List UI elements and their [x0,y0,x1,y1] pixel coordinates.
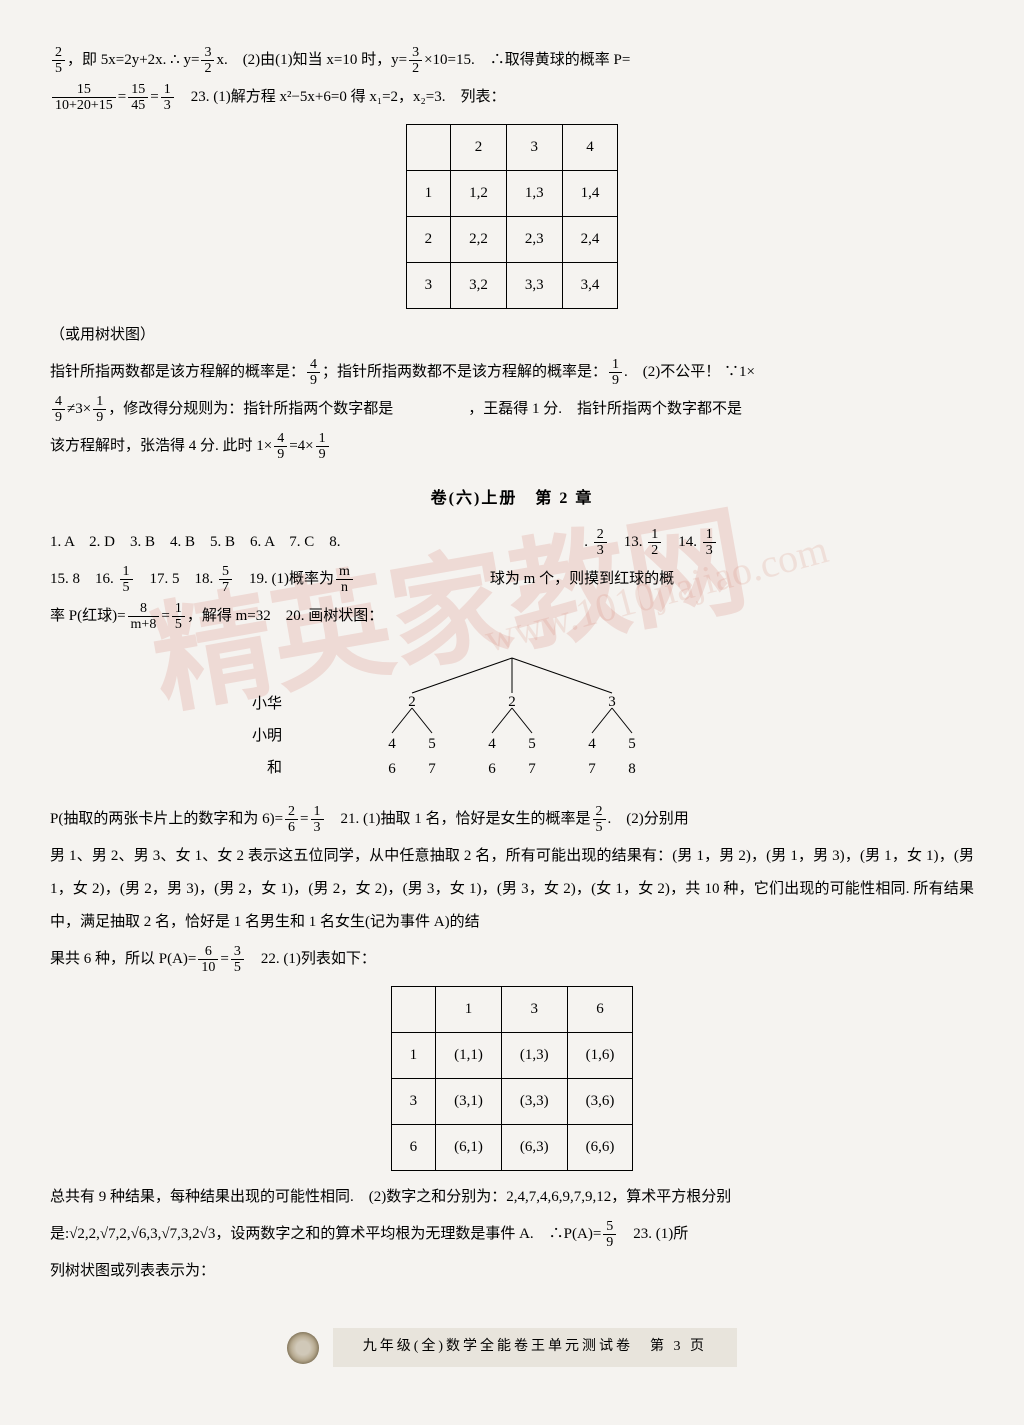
svg-text:8: 8 [628,761,636,777]
svg-text:2: 2 [408,694,416,710]
svg-text:2: 2 [508,694,516,710]
top-line-2: 1510+20+15=1545=13 23. (1)解方程 x²−5x+6=0 … [50,81,974,114]
tree-diagram: 小华 小明 和 2 2 3 4 5 4 5 4 5 6 7 6 7 7 8 [312,648,712,788]
table-2: 136 1(1,1)(1,3)(1,6) 3(3,1)(3,3)(3,6) 6(… [391,986,634,1171]
tree-note: （或用树状图） [50,319,974,352]
page-content: 25，即 5x=2y+2x. ∴ y=32x. (2)由(1)知当 x=10 时… [50,44,974,1367]
prob21-line2: 男 1、男 2、男 3、女 1、女 2 表示这五位同学，从中任意抽取 2 名，所… [50,840,974,939]
svg-text:4: 4 [388,736,396,752]
svg-text:7: 7 [528,761,536,777]
tree-svg: 2 2 3 4 5 4 5 4 5 6 7 6 7 7 8 [312,648,712,788]
answers-line2: 15. 8 16. 15 17. 5 18. 57 19. (1)概率为mn 球… [50,563,974,596]
svg-text:5: 5 [628,736,636,752]
svg-text:4: 4 [488,736,496,752]
mid-p3: 该方程解时，张浩得 4 分. 此时 1×49=4×19 [50,430,974,463]
answers-line3: 率 P(红球)=8m+8=15，解得 m=32 20. 画树状图： [50,600,974,633]
bottom-p1: 总共有 9 种结果，每种结果出现的可能性相同. (2)数字之和分别为：2,4,7… [50,1181,974,1214]
prob21-line3: 果共 6 种，所以 P(A)=610=35 22. (1)列表如下： [50,943,974,976]
svg-text:4: 4 [588,736,596,752]
top-line-1: 25，即 5x=2y+2x. ∴ y=32x. (2)由(1)知当 x=10 时… [50,44,974,77]
section-title: 卷(六)上册 第 2 章 [50,481,974,516]
bottom-p2: 是:√2,2,√7,2,√6,3,√7,3,2√3，设两数字之和的算术平均根为无… [50,1218,974,1251]
mid-p2: 49≠3×19，修改得分规则为：指针所指两个数字都是 ，王磊得 1 分. 指针所… [50,393,974,426]
svg-text:3: 3 [608,694,616,710]
footer-text: 九年级(全)数学全能卷王单元测试卷 第 3 页 [333,1328,737,1367]
svg-text:5: 5 [528,736,536,752]
page-footer: 九年级(全)数学全能卷王单元测试卷 第 3 页 [50,1328,974,1367]
footer-badge-icon [287,1332,319,1364]
svg-text:5: 5 [428,736,436,752]
bottom-p3: 列树状图或列表表示为： [50,1255,974,1288]
svg-text:7: 7 [588,761,596,777]
mid-p1: 指针所指两数都是该方程解的概率是：49；指针所指两数都不是该方程解的概率是：19… [50,356,974,389]
svg-text:6: 6 [388,761,396,777]
table-1: 234 11,21,31,4 22,22,32,4 33,23,33,4 [406,124,619,309]
svg-text:7: 7 [428,761,436,777]
prob21-line1: P(抽取的两张卡片上的数字和为 6)=26=13 21. (1)抽取 1 名，恰… [50,803,974,836]
answers-line1: 1. A 2. D 3. B 4. B 5. B 6. A 7. C 8. . … [50,526,974,559]
svg-text:6: 6 [488,761,496,777]
